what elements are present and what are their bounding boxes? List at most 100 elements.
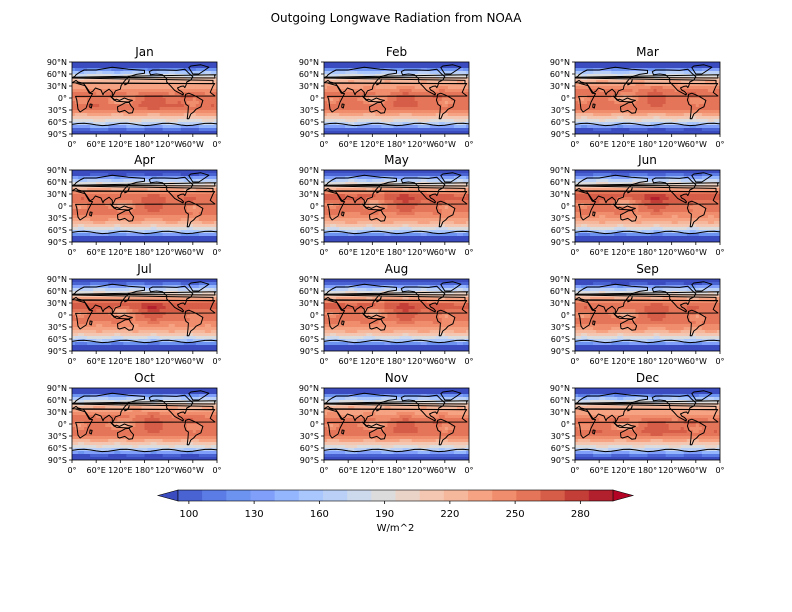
lat-tick-label: 90°S — [48, 347, 67, 356]
lat-tick-label: 0° — [310, 94, 319, 103]
colorbar-segment — [226, 490, 251, 501]
lat-tick-label: 60°S — [48, 226, 67, 235]
colorbar-segment — [323, 490, 348, 501]
lon-tick-label: 60°E — [590, 357, 609, 366]
lat-tick-label: 30°S — [48, 214, 67, 223]
lat-tick-label: 30°S — [48, 432, 67, 441]
colorbar-tick-label: 160 — [310, 509, 329, 520]
lat-tick-label: 90°N — [299, 166, 319, 175]
lon-tick-label: 60°W — [434, 248, 456, 257]
lat-tick-label: 60°S — [48, 118, 67, 127]
lon-tick-label: 180° — [638, 248, 657, 257]
lat-tick-label: 30°S — [551, 106, 570, 115]
colorbar-segment — [492, 490, 517, 501]
lon-tick-label: 180° — [387, 140, 406, 149]
lon-tick-label: 0° — [570, 466, 579, 475]
lon-tick-label: 120°E — [611, 466, 635, 475]
lon-tick-label: 60°W — [685, 466, 707, 475]
lon-tick-label: 60°E — [590, 140, 609, 149]
lat-tick-label: 30°N — [47, 82, 67, 91]
lon-tick-label: 120°E — [360, 248, 384, 257]
lat-tick-label: 60°S — [551, 444, 570, 453]
lon-tick-label: 0° — [715, 248, 724, 257]
lat-tick-label: 60°N — [299, 287, 319, 296]
lat-tick-label: 90°N — [550, 384, 570, 393]
lon-tick-label: 120°W — [407, 466, 434, 475]
lat-tick-label: 90°S — [551, 347, 570, 356]
lat-tick-label: 60°N — [550, 178, 570, 187]
colorbar-segment — [371, 490, 396, 501]
lat-tick-label: 90°S — [48, 130, 67, 139]
lat-tick-label: 0° — [58, 311, 67, 320]
lat-tick-label: 60°N — [299, 70, 319, 79]
lon-tick-label: 0° — [67, 248, 76, 257]
lat-tick-label: 90°N — [47, 384, 67, 393]
lat-tick-label: 30°N — [299, 190, 319, 199]
lat-tick-label: 30°N — [550, 299, 570, 308]
lon-tick-label: 0° — [464, 140, 473, 149]
lon-tick-label: 0° — [715, 466, 724, 475]
lat-tick-label: 90°S — [48, 456, 67, 465]
lat-tick-label: 90°S — [300, 130, 319, 139]
lon-tick-label: 120°E — [360, 357, 384, 366]
lon-tick-label: 120°W — [155, 140, 182, 149]
lon-tick-label: 180° — [638, 466, 657, 475]
lon-tick-label: 60°W — [182, 357, 204, 366]
panel-title: Jan — [134, 45, 154, 59]
olr-field — [575, 62, 720, 134]
lon-tick-label: 0° — [319, 248, 328, 257]
lon-tick-label: 60°E — [87, 466, 106, 475]
lat-tick-label: 30°N — [550, 190, 570, 199]
lon-tick-label: 0° — [212, 140, 221, 149]
coastlines — [324, 281, 469, 344]
lat-tick-label: 90°N — [299, 58, 319, 67]
lat-tick-label: 60°S — [300, 118, 319, 127]
lon-tick-label: 60°E — [590, 248, 609, 257]
lat-tick-label: 60°S — [551, 335, 570, 344]
lat-tick-label: 90°N — [47, 166, 67, 175]
lat-tick-label: 30°N — [550, 82, 570, 91]
lat-tick-label: 60°S — [48, 444, 67, 453]
coastlines — [324, 172, 469, 235]
colorbar: 100 130 160 190 220 250 280 W/m^2 — [156, 489, 635, 534]
lon-tick-label: 0° — [570, 248, 579, 257]
lat-tick-label: 0° — [310, 202, 319, 211]
lat-tick-label: 0° — [58, 202, 67, 211]
colorbar-tick-label: 130 — [245, 509, 264, 520]
lon-tick-label: 0° — [715, 357, 724, 366]
coastlines — [324, 64, 469, 127]
lon-tick-label: 180° — [387, 357, 406, 366]
lat-tick-label: 0° — [561, 94, 570, 103]
lon-tick-label: 0° — [67, 466, 76, 475]
lat-tick-label: 30°N — [47, 190, 67, 199]
lon-tick-label: 60°E — [339, 140, 358, 149]
lon-tick-label: 60°W — [685, 248, 707, 257]
lon-tick-label: 120°E — [611, 140, 635, 149]
coastlines — [575, 64, 720, 127]
lon-tick-label: 120°W — [658, 357, 685, 366]
lon-tick-label: 180° — [387, 248, 406, 257]
colorbar-segment — [347, 490, 372, 501]
colorbar-tick-label: 280 — [571, 509, 590, 520]
lat-tick-label: 60°N — [47, 178, 67, 187]
lat-tick-label: 30°N — [299, 299, 319, 308]
colorbar-segment — [298, 490, 324, 501]
lon-tick-label: 0° — [464, 466, 473, 475]
lon-tick-label: 60°E — [339, 248, 358, 257]
colorbar-label: W/m^2 — [377, 523, 415, 534]
lat-tick-label: 0° — [561, 202, 570, 211]
colorbar-segment — [274, 490, 300, 501]
lon-tick-label: 60°E — [87, 248, 106, 257]
lon-tick-label: 60°W — [685, 357, 707, 366]
colorbar-segment — [419, 490, 445, 501]
lon-tick-label: 60°E — [339, 466, 358, 475]
lat-tick-label: 30°N — [299, 82, 319, 91]
colorbar-segment — [588, 490, 614, 501]
